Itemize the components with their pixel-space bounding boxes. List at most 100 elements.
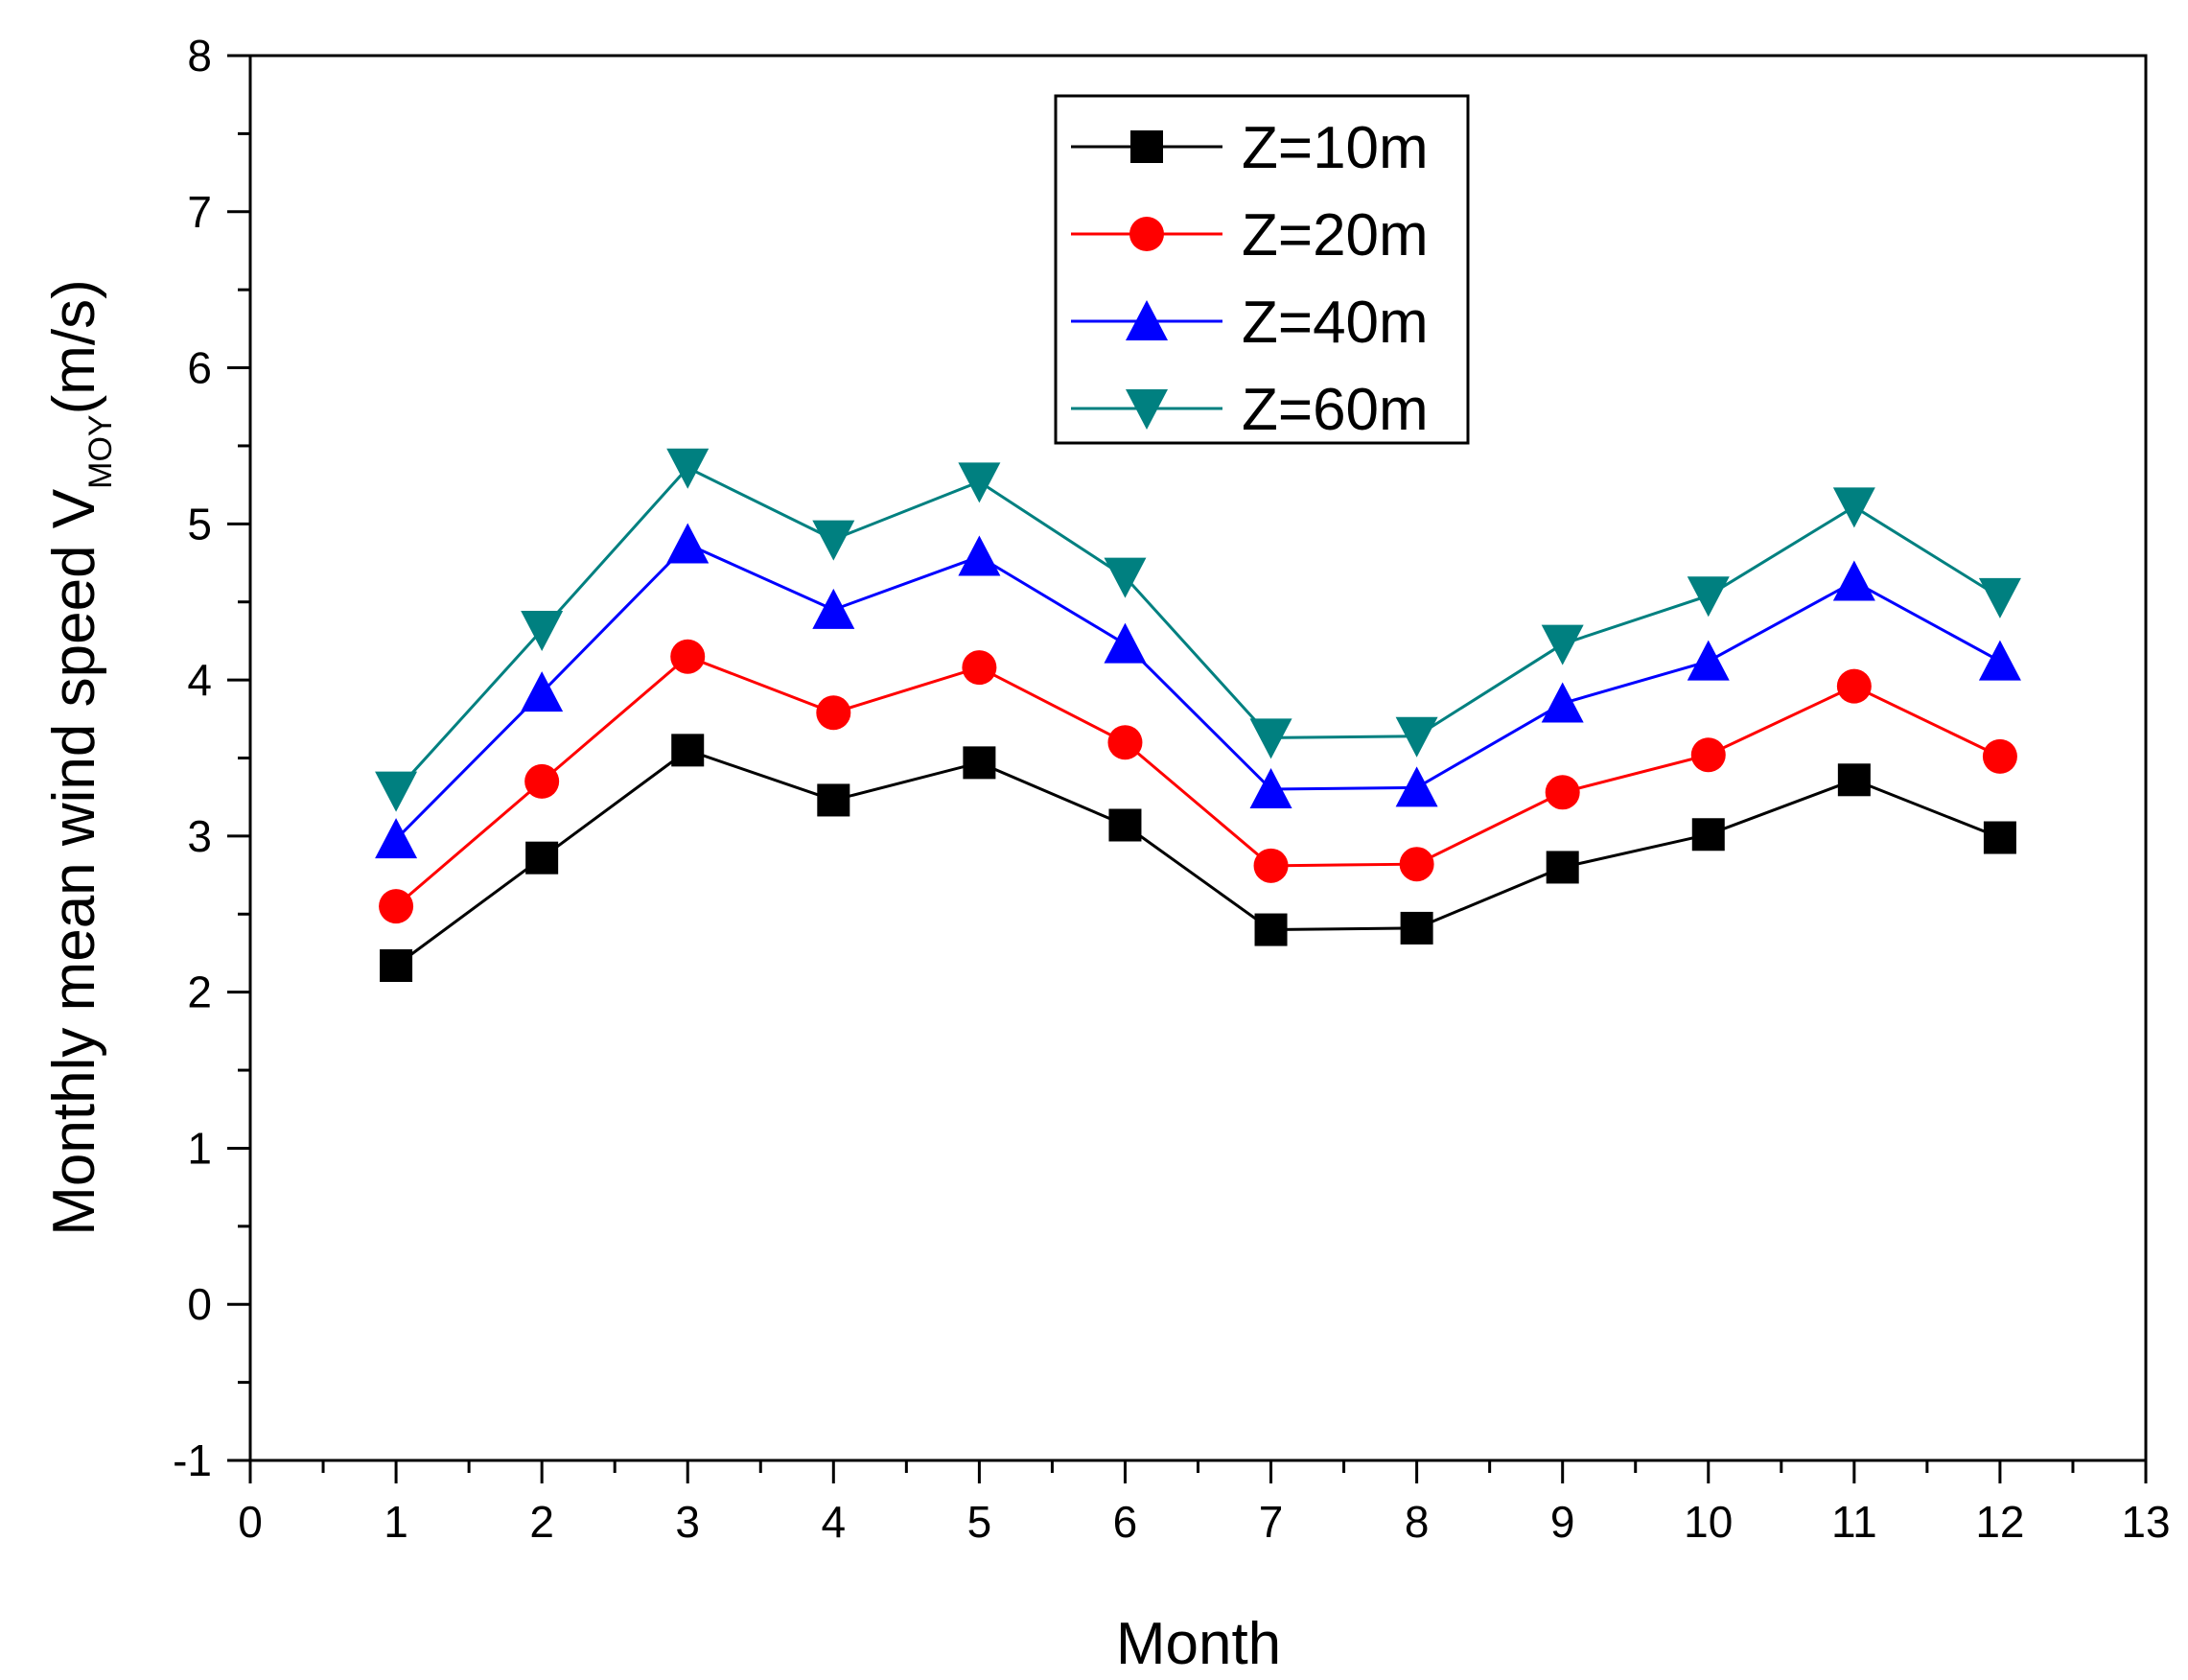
data-point — [1832, 560, 1875, 601]
data-point — [1978, 577, 2021, 618]
y-tick-label: 0 — [187, 1279, 212, 1329]
legend-label: Z=10m — [1242, 115, 1429, 181]
data-point — [1687, 640, 1730, 681]
legend-item: Z=10m — [1071, 115, 1429, 181]
svg-text:Monthly mean wind speed VMOY(: Monthly mean wind speed VMOY(m/s) — [41, 279, 119, 1236]
series-Z=20m — [379, 639, 2017, 924]
data-point — [1541, 682, 1584, 723]
series-Z=10m — [380, 734, 2016, 982]
y-tick-label: 8 — [187, 31, 212, 81]
data-point — [671, 734, 705, 767]
x-tick-label: 6 — [1113, 1497, 1138, 1547]
y-tick-label: 7 — [187, 187, 212, 237]
legend: Z=10m Z=20m Z=40m Z=60m — [1054, 94, 1470, 445]
data-point — [375, 771, 418, 812]
data-point — [816, 695, 851, 731]
data-point — [1104, 557, 1147, 598]
data-point — [1400, 911, 1433, 945]
legend-label: Z=60m — [1242, 377, 1429, 443]
data-point — [962, 650, 997, 686]
x-tick-label: 5 — [967, 1497, 992, 1547]
data-point — [666, 523, 710, 564]
data-point — [958, 462, 1001, 503]
y-axis-title-subscript: MOY — [82, 414, 119, 488]
data-point — [963, 746, 996, 780]
legend-label: Z=20m — [1242, 202, 1429, 268]
data-point — [1249, 718, 1292, 759]
data-point — [1983, 821, 2016, 854]
legend-marker — [1126, 300, 1168, 340]
data-point — [524, 763, 560, 799]
legend-item: Z=40m — [1071, 290, 1429, 356]
legend-marker — [1129, 217, 1164, 251]
data-point — [1104, 622, 1147, 664]
data-point — [1691, 818, 1725, 852]
x-tick-label: 2 — [529, 1497, 554, 1547]
data-point — [1546, 851, 1579, 884]
x-tick-label: 10 — [1684, 1497, 1733, 1547]
y-tick-label: 2 — [187, 968, 212, 1017]
legend-marker — [1126, 389, 1168, 430]
x-tick-label: 8 — [1405, 1497, 1430, 1547]
data-point — [1254, 913, 1288, 946]
y-axis: -1 0 1 2 3 4 5 6 7 8 — [173, 31, 250, 1485]
series-line — [395, 748, 2001, 968]
data-point — [1836, 668, 1872, 704]
data-point — [375, 818, 418, 859]
x-axis-title: Month — [1116, 1611, 1281, 1677]
series-Z=40m — [375, 523, 2021, 859]
y-axis-title-unit: (m/s) — [41, 279, 107, 414]
data-point — [1107, 725, 1143, 760]
data-point — [666, 448, 710, 489]
data-point — [1108, 808, 1142, 842]
data-point — [379, 889, 414, 924]
series-group — [375, 448, 2021, 982]
x-tick-label: 3 — [675, 1497, 700, 1547]
data-point — [380, 948, 413, 982]
x-tick-label: 11 — [1831, 1497, 1877, 1547]
series-line — [395, 542, 2001, 841]
y-tick-label: 1 — [187, 1123, 212, 1173]
y-tick-label: 6 — [187, 343, 212, 393]
data-point — [1395, 766, 1438, 807]
y-axis-title: Monthly mean wind speed VMOY(m/s) — [41, 279, 119, 1236]
data-point — [1249, 768, 1292, 809]
data-point — [1982, 738, 2017, 774]
x-tick-label: 7 — [1259, 1497, 1284, 1547]
x-tick-label: 12 — [1975, 1497, 2024, 1547]
x-tick-label: 1 — [384, 1497, 408, 1547]
x-axis: 0 1 2 3 4 5 6 7 8 9 10 11 12 13 — [238, 1460, 2171, 1547]
data-point — [1253, 848, 1289, 883]
data-point — [1687, 576, 1730, 618]
data-point — [521, 671, 564, 712]
series-line — [395, 654, 2001, 908]
data-point — [817, 783, 850, 817]
legend-box — [1054, 94, 1470, 445]
y-tick-label: -1 — [173, 1435, 212, 1485]
y-axis-title-main: Monthly mean wind speed V — [41, 488, 107, 1236]
data-point — [670, 639, 706, 674]
legend-marker — [1130, 130, 1163, 163]
x-tick-label: 0 — [238, 1497, 263, 1547]
series-Z=60m — [375, 448, 2021, 812]
data-point — [958, 535, 1001, 576]
legend-label: Z=40m — [1242, 290, 1429, 356]
data-point — [812, 520, 855, 561]
data-point — [1399, 847, 1434, 882]
data-point — [1690, 737, 1726, 773]
x-tick-label: 4 — [822, 1497, 847, 1547]
data-point — [1545, 775, 1580, 810]
data-point — [521, 611, 564, 652]
data-point — [1837, 763, 1871, 797]
legend-item: Z=20m — [1071, 202, 1429, 268]
legend-item: Z=60m — [1071, 377, 1429, 443]
data-point — [1832, 487, 1875, 528]
series-line — [394, 465, 2001, 792]
x-tick-label: 13 — [2121, 1497, 2170, 1547]
data-point — [525, 841, 559, 875]
data-point — [1541, 624, 1584, 665]
y-tick-label: 4 — [187, 655, 212, 705]
x-tick-label: 9 — [1550, 1497, 1575, 1547]
y-tick-label: 3 — [187, 811, 212, 861]
